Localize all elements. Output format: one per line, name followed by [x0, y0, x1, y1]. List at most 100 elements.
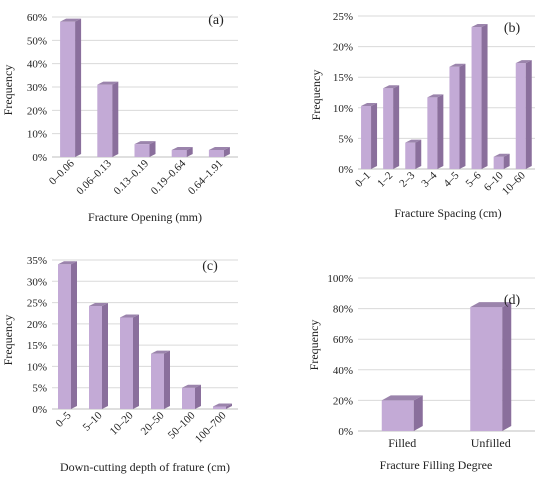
chart-panel-4: 0% 20% 40% 60% 80% 100% Filled Unfilled Fracture… — [307, 273, 535, 472]
y-axis-label: Frequency — [307, 320, 321, 371]
bar-top — [60, 18, 82, 22]
x-axis-label: Fracture Spacing (cm) — [394, 206, 501, 220]
y-tick-label: 35% — [27, 255, 47, 267]
bar-side — [525, 60, 532, 169]
x-tick-label: Unfilled — [471, 436, 511, 450]
x-tick-label: 5–10 — [81, 409, 105, 433]
bar — [89, 302, 108, 409]
x-tick-label: 10–60 — [500, 169, 528, 197]
bar-top — [381, 395, 423, 401]
bar — [97, 81, 119, 157]
bar-front — [97, 84, 113, 157]
x-tick-label: 0.64–1.91 — [186, 158, 226, 198]
bar-front — [208, 150, 224, 157]
bar-side — [502, 302, 512, 431]
y-axis-label: Frequency — [1, 315, 15, 366]
y-tick-label: 0% — [338, 426, 353, 438]
bar — [134, 141, 156, 157]
x-axis-label: Fracture Opening (mm) — [88, 210, 202, 224]
y-tick-label: 60% — [27, 12, 47, 24]
panel-label: (d) — [504, 293, 521, 308]
x-axis-label: Fracture Filling Degree — [380, 458, 493, 472]
y-tick-label: 30% — [27, 82, 47, 94]
panel-label: (c) — [202, 259, 218, 274]
y-tick-label: 20% — [27, 319, 47, 331]
bar-side — [223, 147, 230, 157]
bar-top — [213, 403, 232, 407]
x-tick-label: 3–4 — [419, 169, 440, 190]
y-tick-label: 0% — [338, 164, 353, 176]
bar-front — [60, 21, 76, 157]
bar-front — [493, 156, 504, 169]
bar — [213, 403, 232, 409]
bar-front — [449, 66, 460, 169]
bar-front — [58, 264, 71, 409]
x-tick-label: 0.13–0.19 — [112, 157, 152, 197]
x-tick-label: Filled — [388, 436, 416, 450]
x-tick-label: 4–5 — [441, 169, 462, 190]
bar — [449, 63, 466, 169]
chart-panel-3: 0%5%10%15%20%25%30%35%0–5 5–10 10–20 20–50 5… — [1, 255, 238, 474]
x-tick-label: 100–700 — [193, 409, 229, 445]
bar — [381, 395, 423, 431]
x-tick-label: 1–2 — [375, 170, 395, 190]
x-tick-label: 0.19–0.64 — [149, 157, 189, 197]
x-tick-label: 20–50 — [139, 409, 167, 437]
bar — [493, 153, 510, 169]
y-tick-label: 5% — [32, 383, 47, 395]
bar — [470, 302, 512, 431]
x-tick-label: 0–5 — [53, 409, 74, 430]
bar-top — [151, 350, 170, 354]
y-tick-label: 20% — [333, 42, 353, 54]
x-axis-label: Down-cutting depth of frature (cm) — [60, 460, 230, 474]
chart-panel-2: 0%5%10%15%20%25%0–1 1–2 2–3 3–4 4–5 5–66–1010… — [309, 11, 535, 220]
bar-side — [133, 314, 139, 409]
bar-top — [471, 24, 488, 28]
bar-top — [361, 102, 378, 106]
bar-side — [393, 85, 400, 169]
y-tick-label: 80% — [333, 304, 353, 316]
bar-top — [97, 81, 119, 85]
bar-side — [195, 384, 201, 409]
bar-side — [186, 147, 193, 157]
y-tick-label: 15% — [333, 72, 353, 84]
bar-top — [120, 314, 139, 318]
chart-panel-1: 0% 10% 20% 30% 40% 50% 60% 0–0.060.06–0.130.13–… — [1, 12, 238, 224]
bar-front — [151, 353, 164, 409]
y-tick-label: 60% — [333, 334, 353, 346]
bar-front — [361, 105, 372, 169]
y-tick-label: 40% — [27, 59, 47, 71]
bar-side — [164, 350, 170, 409]
x-tick-label: 0–0.06 — [47, 157, 77, 187]
bar — [151, 350, 170, 409]
y-tick-label: 40% — [333, 365, 353, 377]
bar-top — [208, 147, 230, 150]
bar-front — [427, 97, 438, 169]
y-tick-label: 30% — [27, 276, 47, 288]
y-tick-label: 10% — [27, 361, 47, 373]
bar-side — [371, 102, 378, 169]
bar — [208, 147, 230, 157]
bar — [120, 314, 139, 409]
bar-top — [515, 60, 532, 64]
bar-side — [503, 153, 510, 169]
bar-side — [481, 24, 488, 169]
bar-top — [171, 147, 193, 150]
bar — [515, 60, 532, 169]
bar-side — [459, 63, 466, 169]
bar-side — [149, 141, 156, 157]
bar — [182, 384, 201, 409]
bar-front — [471, 27, 482, 169]
bar-side — [71, 261, 77, 409]
bar — [361, 102, 378, 169]
bar-top — [405, 139, 422, 143]
y-tick-label: 0% — [32, 152, 47, 164]
bar-front — [213, 406, 226, 409]
x-tick-label: 2–3 — [397, 169, 418, 190]
bar-front — [515, 63, 526, 169]
bar-side — [112, 81, 119, 157]
bar — [58, 261, 77, 409]
bar — [60, 18, 82, 157]
panel-label: (a) — [208, 13, 224, 28]
